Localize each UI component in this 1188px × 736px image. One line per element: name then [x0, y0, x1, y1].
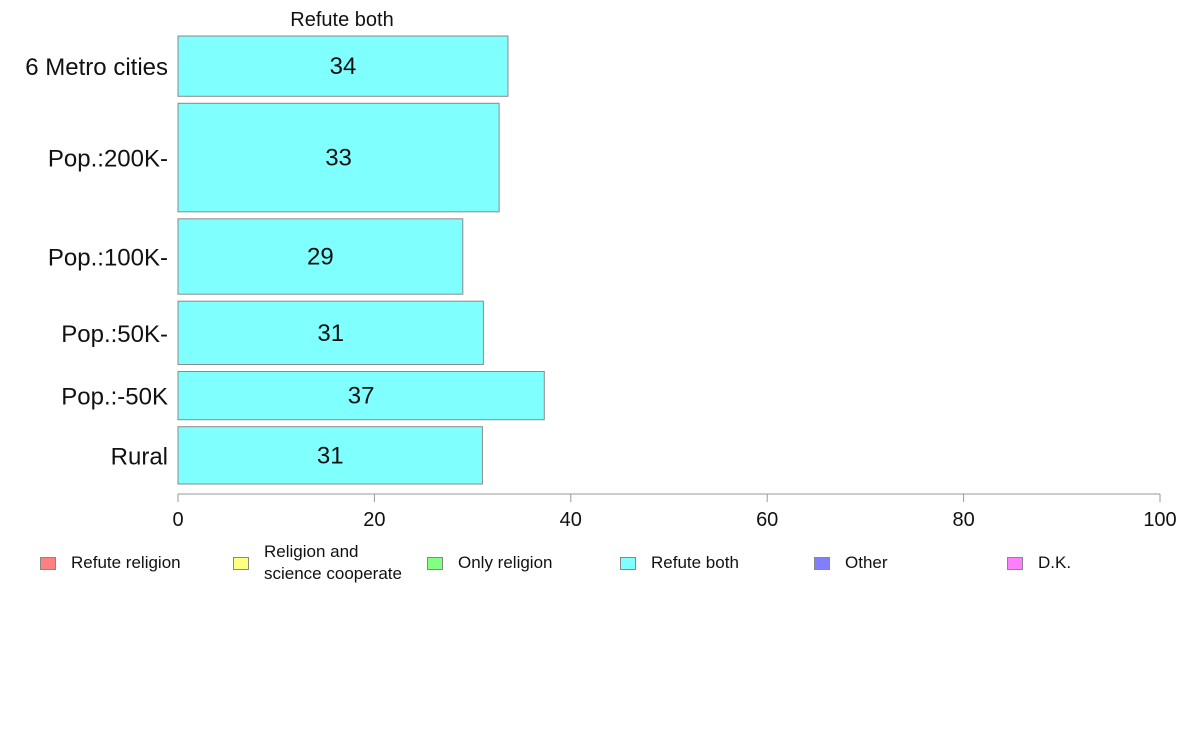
x-tick-label: 40: [560, 509, 582, 531]
bar: [177, 300, 484, 365]
data-label: 34: [330, 53, 357, 80]
chart-title: Refute both: [290, 9, 393, 31]
legend-label: Only religion: [458, 553, 553, 572]
bar: [177, 35, 509, 97]
legend-label: Refute religion: [71, 553, 181, 572]
legend-item-refute-both: Refute both: [620, 552, 739, 574]
legend-label: Other: [845, 553, 888, 572]
legend-swatch: [1007, 556, 1023, 570]
bar: [177, 102, 500, 213]
bar: [177, 218, 464, 295]
x-tick-label: 80: [952, 509, 974, 531]
category-label: Pop.:50K-: [61, 321, 168, 348]
category-label: Pop.:200K-: [48, 146, 168, 173]
legend-item-religion-science: Religion and science cooperate: [233, 541, 402, 585]
legend-item-only-religion: Only religion: [427, 552, 553, 574]
legend-swatch: [40, 556, 56, 570]
x-tick-label: 20: [363, 509, 385, 531]
legend-swatch: [620, 556, 636, 570]
legend: Refute religion Religion and science coo…: [0, 540, 1188, 600]
data-label: 33: [325, 145, 352, 172]
category-label: Rural: [111, 443, 168, 470]
data-label: 29: [307, 244, 334, 271]
bar-chart: Refute both 34 6 Metro cities 33 Pop.:200K-…: [25, 9, 1176, 531]
bar: [177, 370, 545, 421]
legend-item-refute-religion: Refute religion: [40, 552, 181, 574]
legend-swatch: [233, 556, 249, 570]
category-label: Pop.:100K-: [48, 245, 168, 272]
x-tick-label: 0: [172, 509, 183, 531]
legend-item-dk: D.K.: [1007, 552, 1071, 574]
legend-label: D.K.: [1038, 553, 1072, 572]
bar: [177, 426, 483, 485]
legend-item-other: Other: [814, 552, 888, 574]
data-label: 37: [348, 383, 375, 410]
legend-label: Religion and science cooperate: [264, 542, 402, 583]
legend-label: Refute both: [651, 553, 739, 572]
category-label: 6 Metro cities: [25, 54, 168, 81]
category-label: Pop.:-50K: [61, 384, 168, 411]
x-tick-label: 60: [756, 509, 778, 531]
legend-swatch: [427, 556, 443, 570]
legend-swatch: [814, 556, 830, 570]
data-label: 31: [317, 320, 344, 347]
x-tick-label: 100: [1143, 509, 1176, 531]
data-label: 31: [317, 442, 344, 469]
